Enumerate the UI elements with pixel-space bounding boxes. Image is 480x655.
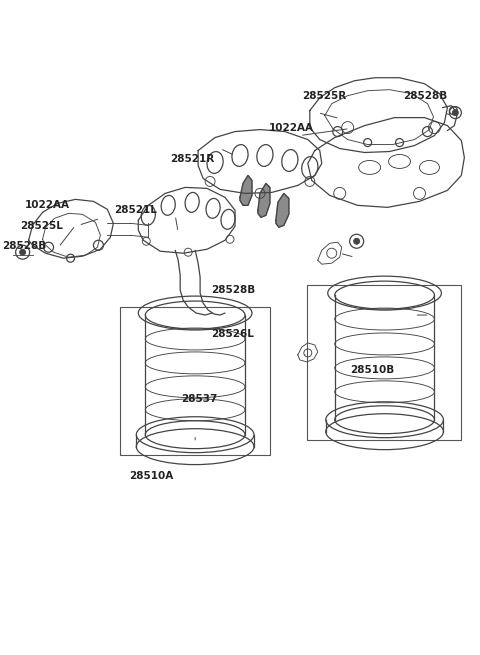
Text: 1022AA: 1022AA — [24, 200, 70, 210]
Text: 28528B: 28528B — [211, 285, 255, 295]
Bar — [307, 285, 461, 440]
Text: 28510A: 28510A — [129, 471, 173, 481]
Text: 28525R: 28525R — [302, 90, 347, 101]
Circle shape — [20, 249, 25, 255]
Text: 28525L: 28525L — [20, 221, 63, 231]
Polygon shape — [240, 176, 252, 206]
Text: 28528B: 28528B — [1, 241, 46, 251]
Text: 28510B: 28510B — [350, 365, 395, 375]
Polygon shape — [276, 193, 289, 227]
Text: 28537: 28537 — [181, 394, 218, 404]
Circle shape — [354, 238, 360, 244]
Text: 28521R: 28521R — [170, 154, 215, 164]
Text: 28526L: 28526L — [211, 329, 254, 339]
Text: 28528B: 28528B — [403, 90, 447, 101]
Circle shape — [452, 109, 458, 116]
Text: 1022AA: 1022AA — [269, 123, 314, 134]
Text: 28521L: 28521L — [115, 205, 157, 215]
Bar — [120, 307, 270, 455]
Polygon shape — [258, 183, 270, 217]
